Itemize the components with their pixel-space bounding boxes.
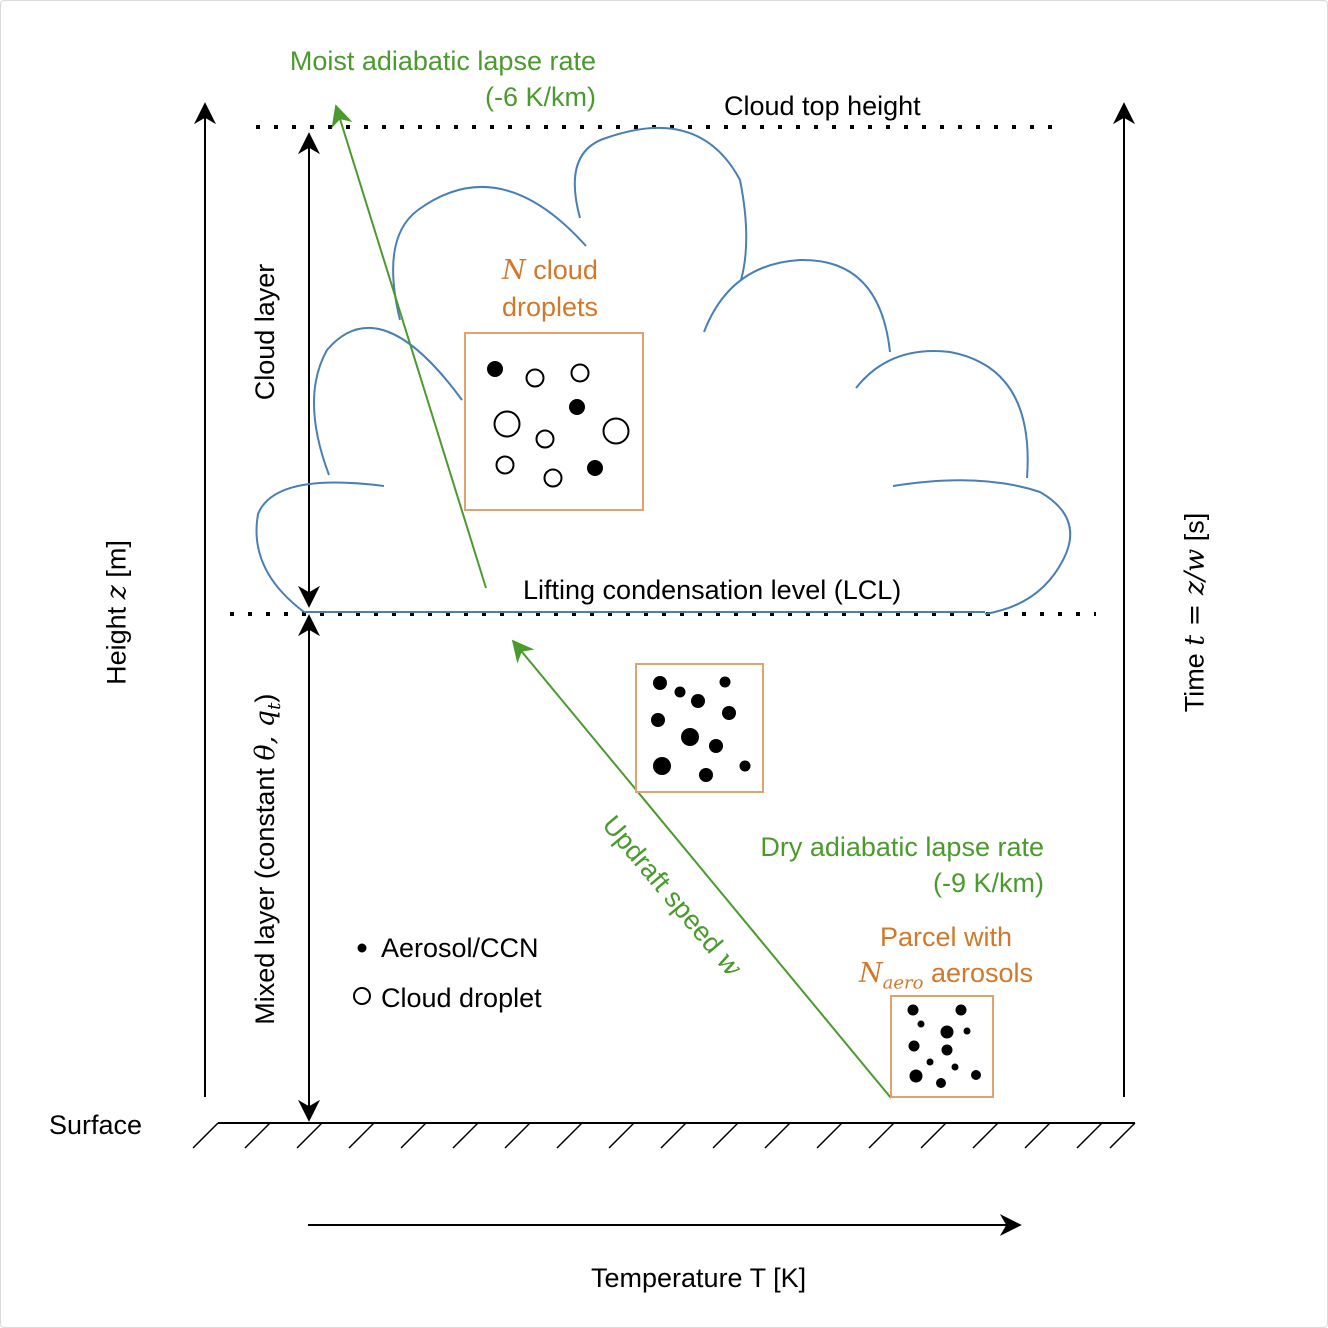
mixed-suffix: ) [249, 693, 280, 703]
moist-adiabatic-arrow [331, 104, 487, 589]
mixed-prefix: Mixed layer (constant [249, 760, 280, 1025]
surface-label: Surface [49, 1110, 143, 1140]
legend-aerosol-dot [357, 943, 367, 953]
parcel-suffix: aerosols [923, 958, 1033, 988]
n-cloud-droplets-label: N cloud droplets [450, 254, 650, 323]
parcel-label: Parcel with Naero aerosols [840, 921, 1052, 999]
time-suffix: [s] [1179, 512, 1210, 549]
height-symbol: z [101, 585, 133, 600]
parcel-line1: Parcel with [879, 922, 1013, 952]
aerosol-box-mid [635, 663, 764, 793]
time-label: Time t = z/w [s] [1179, 493, 1212, 733]
legend-droplet-circle [353, 987, 371, 1005]
mixed-symbols: θ, q [249, 709, 281, 761]
mixed-layer-label: Mixed layer (constant θ, qt) [249, 669, 291, 1049]
legend-droplet-label: Cloud droplet [381, 983, 542, 1013]
lcl-label: Lifting condensation level (LCL) [523, 575, 902, 605]
moist-lapse-label: Moist adiabatic lapse rate (-6 K/km) [230, 45, 596, 113]
time-prefix: Time [1179, 645, 1210, 713]
moist-lapse-value: (-6 K/km) [485, 82, 596, 112]
mixed-sub: t [264, 702, 286, 710]
n-symbol: N [502, 255, 526, 286]
cloud-layer-label: Cloud layer [250, 263, 280, 401]
dry-lapse-title: Dry adiabatic lapse rate [760, 832, 1044, 862]
dry-lapse-label: Dry adiabatic lapse rate (-9 K/km) [680, 831, 1044, 899]
dry-adiabatic-arrow [511, 639, 892, 1099]
parcel-n-symbol: N [858, 958, 883, 989]
dry-lapse-value: (-9 K/km) [933, 868, 1044, 898]
parcel-n-sub: aero [882, 972, 924, 994]
height-label: Height z [m] [101, 533, 134, 693]
cloud-droplet-box [464, 332, 644, 511]
moist-lapse-title: Moist adiabatic lapse rate [289, 46, 596, 76]
time-formula: t = z/w [1179, 548, 1211, 646]
temperature-label: Temperature T [K] [591, 1263, 807, 1293]
height-prefix: Height [101, 599, 132, 685]
cloud-top-label: Cloud top height [724, 91, 921, 121]
legend-aerosol-label: Aerosol/CCN [381, 933, 539, 963]
droplets-word: droplets [501, 292, 599, 322]
cloud-outline [255, 126, 1072, 615]
n-cloud-suffix: cloud [525, 255, 598, 285]
parcel-box [890, 995, 994, 1098]
height-suffix: [m] [101, 540, 132, 586]
surface-ground [192, 1122, 1136, 1149]
